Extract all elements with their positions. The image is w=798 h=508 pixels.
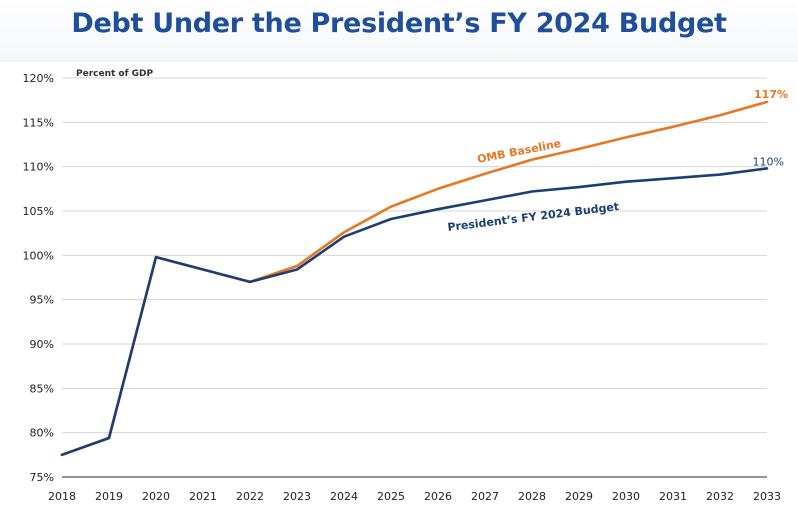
x-tick-label: 2018 xyxy=(48,490,76,503)
x-tick-label: 2026 xyxy=(424,490,452,503)
y-tick-label: 80% xyxy=(30,427,54,440)
x-tick-label: 2024 xyxy=(330,490,358,503)
y-tick-label: 75% xyxy=(30,471,54,484)
x-tick-label: 2030 xyxy=(612,490,640,503)
x-tick-label: 2033 xyxy=(753,490,781,503)
y-axis-label: Percent of GDP xyxy=(76,69,154,79)
x-tick-label: 2032 xyxy=(706,490,734,503)
x-tick-label: 2027 xyxy=(471,490,499,503)
y-tick-label: 100% xyxy=(23,249,54,262)
chart-title: Debt Under the President’s FY 2024 Budge… xyxy=(71,8,727,39)
y-tick-label: 85% xyxy=(30,382,54,395)
omb-baseline-label: OMB Baseline xyxy=(476,137,562,166)
x-tick-label: 2019 xyxy=(95,490,123,503)
y-tick-label: 105% xyxy=(23,205,54,218)
x-tick-label: 2023 xyxy=(283,490,311,503)
x-tick-label: 2028 xyxy=(518,490,546,503)
x-tick-label: 2029 xyxy=(565,490,593,503)
x-tick-label: 2022 xyxy=(236,490,264,503)
plot-background xyxy=(0,62,798,508)
budget-end-value-label: 110% xyxy=(753,155,784,168)
omb-baseline-line xyxy=(60,100,769,457)
y-tick-label: 120% xyxy=(23,72,54,85)
budget-line xyxy=(60,167,769,457)
y-tick-label: 115% xyxy=(23,116,54,129)
y-tick-label: 90% xyxy=(30,338,54,351)
x-tick-label: 2020 xyxy=(142,490,170,503)
budget-series-label: President’s FY 2024 Budget xyxy=(447,200,620,234)
x-tick-label: 2031 xyxy=(659,490,687,503)
x-tick-label: 2025 xyxy=(377,490,405,503)
omb-end-value-label: 117% xyxy=(754,88,788,101)
y-tick-label: 110% xyxy=(23,161,54,174)
x-tick-label: 2021 xyxy=(189,490,217,503)
y-tick-label: 95% xyxy=(30,294,54,307)
